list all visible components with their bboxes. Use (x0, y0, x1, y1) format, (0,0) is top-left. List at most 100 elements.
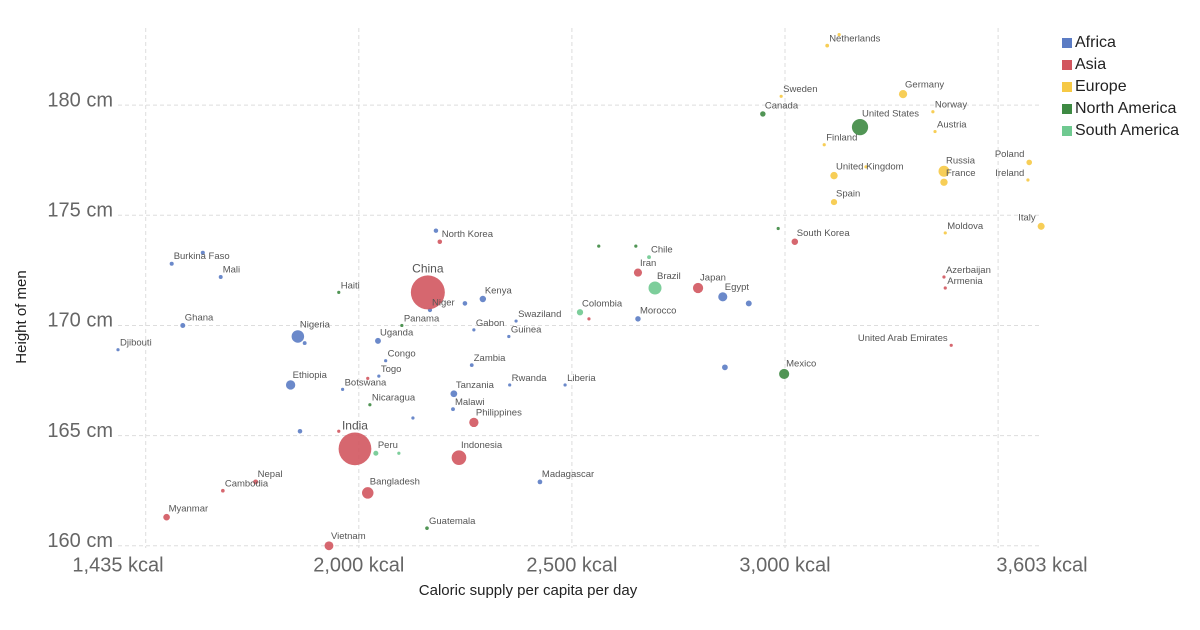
bubble (779, 368, 790, 380)
point-label: Mali (223, 265, 240, 276)
bubble (940, 178, 948, 186)
bubble (450, 390, 458, 398)
bubble (938, 165, 950, 177)
x-tick-label: 3,603 kcal (996, 554, 1087, 576)
bubble (472, 328, 476, 332)
point-label: Italy (1018, 212, 1036, 223)
point-label: Ethiopia (293, 370, 328, 381)
bubble (514, 319, 518, 323)
bubble (451, 450, 467, 465)
point-label: Djibouti (120, 338, 152, 349)
point-label: Botswana (345, 377, 387, 388)
point-label: Niger (432, 297, 455, 308)
bubble (537, 479, 543, 485)
point-label: United Kingdom (836, 161, 904, 172)
bubble (597, 244, 601, 248)
bubble (507, 334, 511, 339)
x-tick-label: 1,435 kcal (72, 554, 163, 576)
point-label: Cambodia (225, 478, 269, 489)
legend-swatch (1062, 82, 1072, 92)
point-label: Norway (935, 100, 967, 111)
point-label: Ireland (995, 168, 1024, 179)
x-axis-title: Caloric supply per capita per day (419, 582, 638, 599)
point-label: Ghana (185, 312, 214, 323)
point-label: Mexico (786, 358, 816, 369)
bubble (437, 239, 443, 245)
bubble (1026, 178, 1030, 182)
point-label: Japan (700, 272, 726, 283)
point-label: North Korea (442, 229, 494, 240)
point-label: Liberia (567, 373, 596, 384)
bubble (718, 292, 728, 302)
bubble (479, 295, 487, 303)
point-label: Moldova (947, 221, 984, 232)
point-label: United States (862, 109, 919, 120)
point-label: Morocco (640, 306, 676, 317)
bubble (337, 429, 341, 433)
point-label: Vietnam (331, 531, 366, 542)
bubble (943, 286, 947, 290)
bubble (218, 275, 223, 279)
point-label: Burkina Faso (174, 251, 230, 262)
point-label: Indonesia (461, 440, 503, 451)
y-tick-label: 160 cm (47, 530, 113, 552)
bubble (931, 110, 935, 114)
point-label: Canada (765, 101, 799, 112)
bubble (745, 300, 752, 307)
point-label: Armenia (947, 276, 983, 287)
legend-swatch (1062, 104, 1072, 114)
bubble (338, 432, 372, 466)
bubble (760, 111, 766, 117)
point-label: Nigeria (300, 320, 331, 331)
point-label: Colombia (582, 299, 623, 310)
bubble (411, 416, 415, 420)
y-axis-title: Height of men (13, 270, 30, 363)
point-label: Rwanda (512, 373, 548, 384)
point-label: Egypt (725, 282, 750, 293)
y-tick-label: 165 cm (47, 420, 113, 442)
point-label: Bangladesh (370, 477, 420, 488)
bubble (563, 383, 567, 387)
point-label: Madagascar (542, 469, 594, 480)
point-label: Uganda (380, 327, 414, 338)
bubble (722, 364, 728, 371)
point-label: Tanzania (456, 380, 495, 391)
point-label: Gabon (476, 318, 505, 329)
bubble (837, 33, 841, 37)
bubble (341, 387, 345, 391)
bubble (776, 226, 780, 231)
x-tick-label: 3,000 kcal (739, 554, 830, 576)
point-label: Brazil (657, 271, 681, 282)
point-label: Nicaragua (372, 393, 416, 404)
bubble (337, 290, 341, 295)
point-label: Poland (995, 149, 1025, 160)
point-label: France (946, 168, 976, 179)
point-label: Iran (640, 258, 656, 269)
legend-label: North America (1075, 100, 1176, 117)
bubble (692, 282, 704, 294)
bubble (377, 374, 381, 378)
bubble (368, 403, 372, 407)
point-label: Togo (381, 364, 402, 375)
point-label: Guinea (511, 324, 542, 335)
point-label: Sweden (783, 84, 817, 95)
bubble (469, 363, 474, 367)
point-label: Peru (378, 440, 398, 451)
bubble (825, 43, 830, 48)
bubble (469, 417, 479, 428)
point-label: Swaziland (518, 309, 561, 320)
point-label: Spain (836, 188, 860, 199)
point-label: Finland (826, 133, 857, 144)
bubble (384, 359, 388, 363)
bubble (898, 89, 908, 99)
point-label: Azerbaijan (946, 265, 991, 276)
bubble (633, 268, 643, 277)
point-label: Chile (651, 245, 673, 256)
bubble (425, 526, 429, 530)
bubble (635, 316, 641, 322)
point-label: Guatemala (429, 516, 476, 527)
bubble (169, 261, 174, 266)
bubble (943, 231, 947, 235)
point-label: Netherlands (829, 33, 880, 44)
point-label: Nepal (258, 469, 283, 480)
